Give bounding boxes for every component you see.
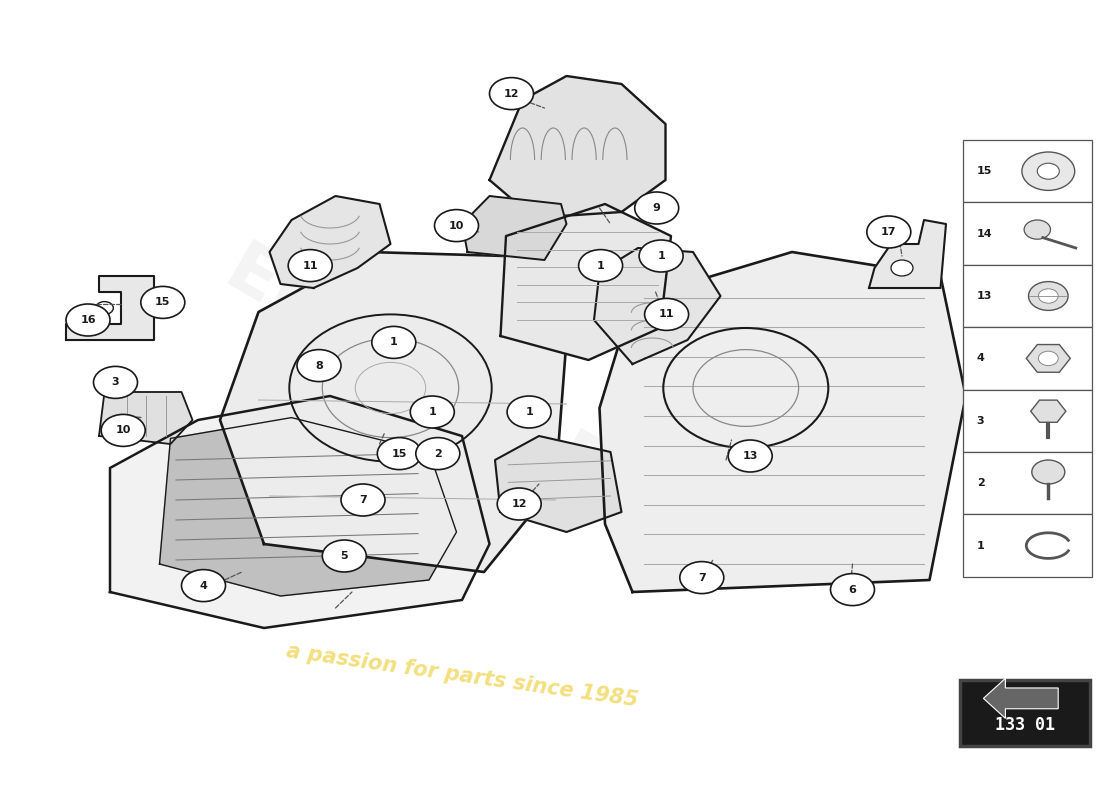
Text: 11: 11	[659, 310, 674, 319]
Circle shape	[141, 286, 185, 318]
FancyBboxPatch shape	[962, 452, 1092, 514]
Circle shape	[322, 540, 366, 572]
Text: 10: 10	[116, 426, 131, 435]
Text: 15: 15	[977, 166, 992, 176]
Text: 2: 2	[433, 449, 442, 458]
Circle shape	[377, 438, 421, 470]
Text: a passion for parts since 1985: a passion for parts since 1985	[285, 642, 639, 710]
Text: 14: 14	[977, 229, 992, 238]
Circle shape	[1022, 152, 1075, 190]
Polygon shape	[983, 678, 1058, 718]
Polygon shape	[270, 196, 390, 288]
Text: 11: 11	[302, 261, 318, 270]
Text: 1: 1	[389, 338, 398, 347]
Circle shape	[66, 304, 110, 336]
Text: 12: 12	[504, 89, 519, 98]
FancyBboxPatch shape	[962, 514, 1092, 577]
Polygon shape	[220, 252, 566, 572]
FancyBboxPatch shape	[960, 680, 1090, 746]
Circle shape	[101, 414, 145, 446]
Text: 15: 15	[155, 298, 170, 307]
Circle shape	[507, 396, 551, 428]
Circle shape	[1037, 163, 1059, 179]
FancyBboxPatch shape	[962, 390, 1092, 452]
Circle shape	[297, 350, 341, 382]
Text: EUROSPARES: EUROSPARES	[212, 236, 712, 564]
Circle shape	[410, 396, 454, 428]
Polygon shape	[1031, 400, 1066, 422]
Text: 15: 15	[392, 449, 407, 458]
Text: 16: 16	[80, 315, 96, 325]
Circle shape	[830, 574, 874, 606]
Circle shape	[680, 562, 724, 594]
FancyBboxPatch shape	[962, 265, 1092, 327]
Circle shape	[1028, 282, 1068, 310]
Text: 13: 13	[977, 291, 992, 301]
FancyBboxPatch shape	[962, 327, 1092, 390]
Polygon shape	[99, 392, 192, 444]
Text: 13: 13	[742, 451, 758, 461]
Circle shape	[639, 240, 683, 272]
Circle shape	[416, 438, 460, 470]
Circle shape	[288, 250, 332, 282]
Text: 17: 17	[881, 227, 896, 237]
FancyBboxPatch shape	[962, 202, 1092, 265]
Circle shape	[635, 192, 679, 224]
Text: 1: 1	[657, 251, 665, 261]
Circle shape	[490, 78, 534, 110]
Circle shape	[94, 366, 138, 398]
Polygon shape	[495, 436, 621, 532]
Text: 1: 1	[977, 541, 985, 550]
Text: 8: 8	[315, 361, 323, 370]
Polygon shape	[1026, 345, 1070, 372]
Polygon shape	[490, 76, 666, 216]
Circle shape	[579, 250, 623, 282]
Text: 12: 12	[512, 499, 527, 509]
Text: 1: 1	[525, 407, 533, 417]
Circle shape	[182, 570, 225, 602]
Polygon shape	[600, 252, 966, 592]
Circle shape	[1038, 289, 1058, 303]
Text: 4: 4	[199, 581, 208, 590]
Polygon shape	[462, 196, 566, 260]
Polygon shape	[160, 418, 456, 596]
Polygon shape	[110, 396, 489, 628]
Text: 6: 6	[848, 585, 857, 594]
Circle shape	[645, 298, 689, 330]
Polygon shape	[594, 248, 720, 364]
Circle shape	[891, 260, 913, 276]
Circle shape	[96, 302, 113, 314]
Text: 133 01: 133 01	[996, 716, 1055, 734]
Text: 9: 9	[652, 203, 661, 213]
Text: 5: 5	[341, 551, 348, 561]
Circle shape	[867, 216, 911, 248]
Circle shape	[341, 484, 385, 516]
Polygon shape	[869, 220, 946, 288]
FancyBboxPatch shape	[962, 140, 1092, 202]
Text: 3: 3	[977, 416, 985, 426]
Text: 3: 3	[112, 378, 119, 387]
Circle shape	[1038, 351, 1058, 366]
Circle shape	[728, 440, 772, 472]
Text: 2: 2	[977, 478, 985, 488]
Text: 10: 10	[449, 221, 464, 230]
Text: 1: 1	[596, 261, 605, 270]
Circle shape	[497, 488, 541, 520]
Text: 4: 4	[977, 354, 985, 363]
Text: 1: 1	[428, 407, 437, 417]
Text: 7: 7	[697, 573, 706, 582]
Circle shape	[434, 210, 478, 242]
Text: 7: 7	[359, 495, 367, 505]
Circle shape	[372, 326, 416, 358]
Circle shape	[1032, 460, 1065, 484]
Polygon shape	[66, 276, 154, 340]
Circle shape	[1024, 220, 1050, 239]
Polygon shape	[500, 204, 671, 360]
